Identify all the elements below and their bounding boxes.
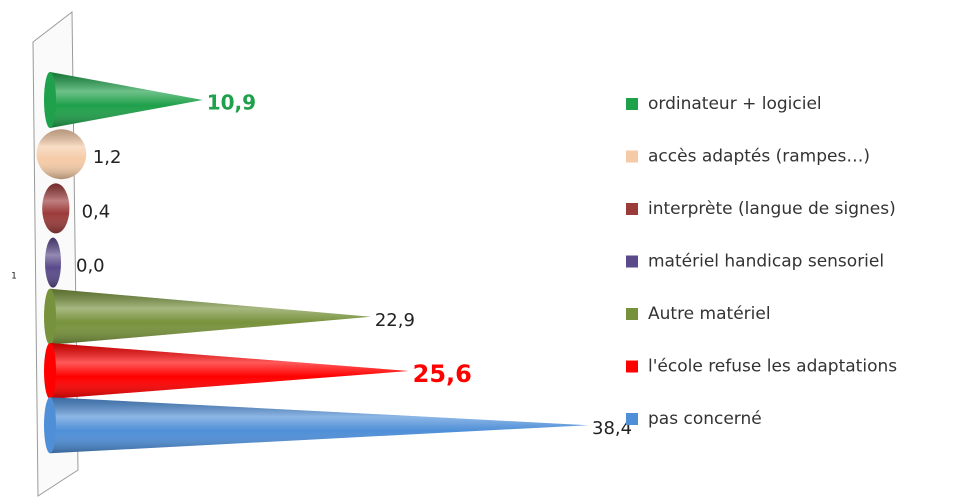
value-label: 38,4: [592, 418, 632, 439]
cone-base: [44, 288, 56, 345]
legend-text: matériel handicap sensoriel: [648, 252, 884, 272]
cone-shade: [45, 237, 61, 288]
cone-base: [44, 397, 56, 454]
legend-text: Autre matériel: [648, 304, 771, 324]
legend-text: pas concerné: [648, 409, 762, 429]
value-label: 22,9: [375, 310, 415, 331]
legend-swatch: [626, 308, 638, 320]
cone-shade: [50, 343, 409, 399]
legend-text: ordinateur + logiciel: [648, 94, 822, 114]
cone-shade: [50, 72, 203, 128]
cone-shade: [42, 183, 70, 234]
legend-swatch: [626, 150, 638, 163]
value-label: 25,6: [413, 360, 472, 388]
cone-base: [44, 72, 56, 128]
legend-swatch: [626, 98, 638, 110]
value-label: 0,0: [76, 256, 105, 277]
cone-shade: [50, 288, 371, 345]
legend-swatch: [626, 413, 638, 425]
value-label: 0,4: [82, 201, 111, 222]
category-label: 1: [11, 272, 17, 282]
legend-text: accès adaptés (rampes…): [648, 147, 870, 167]
cone-base: [44, 343, 56, 399]
legend-text: l'école refuse les adaptations: [648, 357, 897, 377]
cone-shade: [36, 129, 87, 180]
value-label: 1,2: [93, 147, 122, 168]
value-label: 10,9: [207, 91, 256, 115]
legend-swatch: [626, 203, 638, 215]
legend-swatch: [626, 360, 638, 373]
legend-text: interprète (langue de signes): [648, 199, 896, 219]
cone-shade: [50, 397, 588, 454]
legend-swatch: [626, 255, 638, 268]
